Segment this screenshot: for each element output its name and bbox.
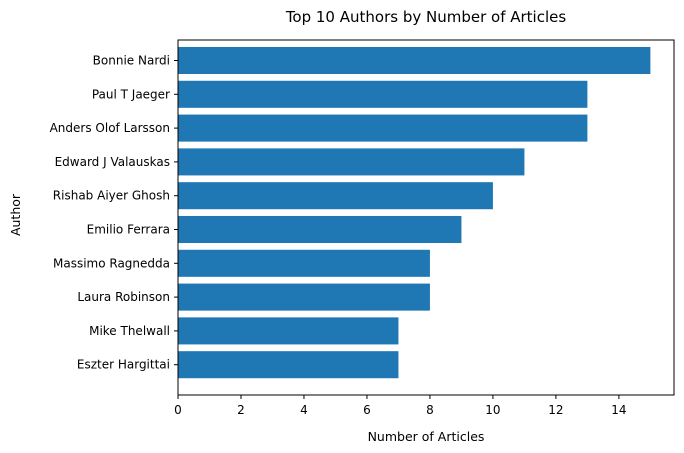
bar-eszter-hargittai: [178, 351, 399, 379]
x-tick-label: 12: [548, 403, 563, 417]
y-axis-label: Author: [8, 193, 23, 236]
bars-group: [178, 46, 651, 379]
x-tick-label: 6: [363, 403, 371, 417]
y-tick-label: Edward J Valauskas: [55, 155, 170, 169]
y-tick-label: Rishab Aiyer Ghosh: [53, 189, 170, 203]
bar-edward-j-valauskas: [178, 148, 525, 176]
x-tick-label: 8: [426, 403, 434, 417]
bar-paul-t-jaeger: [178, 80, 588, 108]
y-tick-label: Paul T Jaeger: [92, 87, 170, 101]
y-tick-label: Bonnie Nardi: [93, 54, 170, 68]
x-axis-label: Number of Articles: [368, 429, 485, 444]
y-axis-ticks: Bonnie Nardi Paul T Jaeger Anders Olof Lar…: [50, 54, 178, 372]
y-tick-label: Emilio Ferrara: [87, 223, 170, 237]
x-tick-label: 10: [485, 403, 500, 417]
x-tick-label: 14: [611, 403, 626, 417]
x-tick-label: 4: [300, 403, 308, 417]
bar-bonnie-nardi: [178, 46, 651, 75]
bar-anders-olof-larsson: [178, 114, 588, 142]
y-tick-label: Eszter Hargittai: [77, 358, 170, 372]
bar-laura-robinson: [178, 283, 430, 311]
bar-mike-thelwall: [178, 317, 399, 345]
chart-title: Top 10 Authors by Number of Articles: [285, 8, 567, 26]
plot-frame: [177, 39, 675, 396]
y-tick-label: Mike Thelwall: [89, 324, 170, 338]
x-axis-ticks: 0 2 4 6 8 10 12 14: [174, 395, 627, 417]
y-tick-label: Anders Olof Larsson: [50, 121, 170, 135]
bar-massimo-ragnedda: [178, 249, 430, 277]
y-tick-label: Massimo Ragnedda: [53, 256, 170, 270]
bar-rishab-aiyer-ghosh: [178, 182, 493, 210]
x-tick-label: 2: [237, 403, 245, 417]
y-tick-label: Laura Robinson: [77, 290, 170, 304]
bar-emilio-ferrara: [178, 215, 462, 244]
x-tick-label: 0: [174, 403, 182, 417]
